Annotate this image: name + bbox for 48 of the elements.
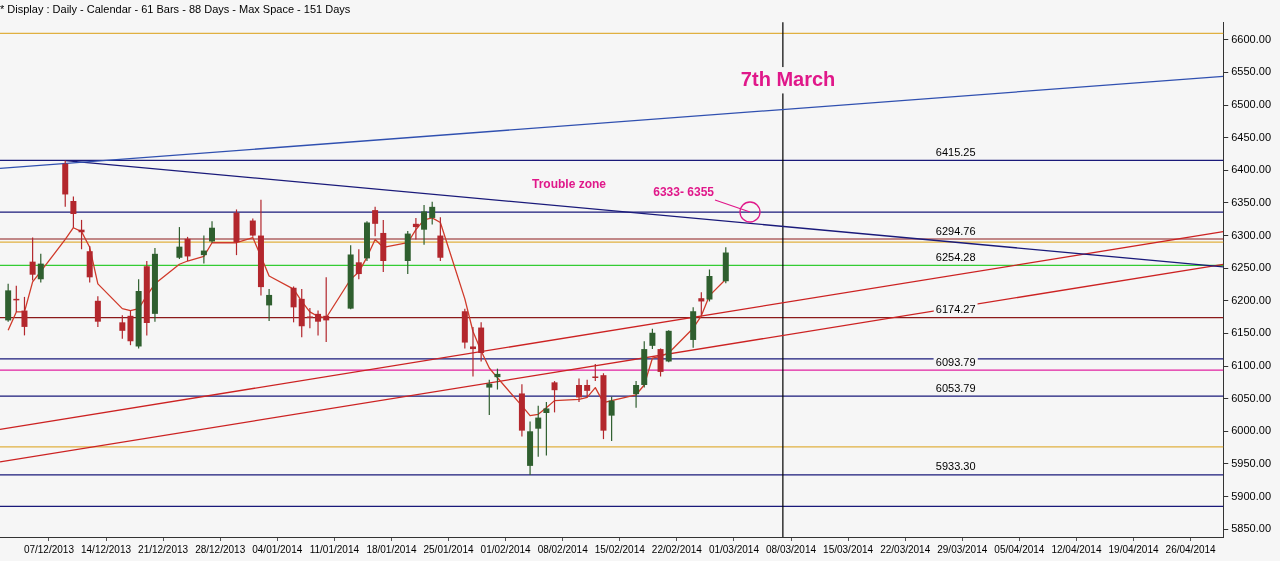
x-tick-label: 15/03/2014	[823, 543, 874, 555]
x-tick-label: 11/01/2014	[309, 543, 360, 555]
y-tick-label: 5850.00	[1231, 522, 1271, 535]
x-tick-label: 12/04/2014	[1051, 543, 1102, 555]
y-tick-label: 6600.00	[1231, 32, 1271, 45]
y-tick-label: 5950.00	[1231, 456, 1271, 469]
x-tick-label: 08/02/2014	[537, 543, 589, 555]
x-tick-label: 01/02/2014	[480, 543, 532, 555]
x-tick-label: 14/12/2013	[80, 543, 132, 555]
ref-line-label: 6294.76	[935, 224, 976, 237]
ref-line-label: 6254.28	[935, 250, 976, 263]
ref-line-label: 7th March	[740, 67, 836, 90]
x-tick-label: 22/03/2014	[880, 543, 931, 555]
x-tick-label: 26/04/2014	[1165, 543, 1217, 555]
ref-line-label: 6174.27	[935, 303, 976, 316]
y-tick-label: 6550.00	[1231, 65, 1271, 78]
x-tick-label: 22/02/2014	[651, 543, 703, 555]
x-tick-label: 01/03/2014	[708, 543, 760, 555]
y-tick-label: 6400.00	[1231, 163, 1271, 176]
x-tick-label: 05/04/2014	[994, 543, 1045, 555]
x-tick-label: 21/12/2013	[138, 543, 189, 555]
x-tick-label: 07/12/2013	[23, 543, 75, 555]
annotation: Trouble zone	[532, 177, 607, 192]
y-tick-label: 6000.00	[1231, 424, 1271, 437]
x-tick-label: 18/01/2014	[366, 543, 417, 555]
y-tick-label: 6150.00	[1231, 326, 1271, 339]
ref-line-label: 6415.25	[935, 145, 976, 158]
y-tick-label: 5900.00	[1231, 489, 1271, 502]
y-tick-label: 6500.00	[1231, 98, 1271, 111]
ref-line-label: 6093.79	[935, 355, 976, 368]
x-tick-label: 08/03/2014	[766, 543, 817, 555]
ref-line-label: 5933.30	[935, 460, 976, 473]
ref-line-label: 6053.79	[935, 381, 976, 394]
y-tick-label: 6300.00	[1231, 228, 1271, 241]
y-tick-label: 6050.00	[1231, 391, 1271, 404]
y-tick-label: 6450.00	[1231, 130, 1271, 143]
x-tick-label: 15/02/2014	[594, 543, 646, 555]
y-tick-label: 6350.00	[1231, 195, 1271, 208]
y-tick-label: 6200.00	[1231, 293, 1271, 306]
x-tick-label: 25/01/2014	[423, 543, 474, 555]
annotation: 6333- 6355	[653, 185, 715, 200]
y-tick-label: 6250.00	[1231, 261, 1271, 274]
x-tick-label: 04/01/2014	[252, 543, 303, 555]
x-tick-label: 28/12/2013	[195, 543, 246, 555]
x-tick-label: 19/04/2014	[1108, 543, 1159, 555]
x-tick-label: 29/03/2014	[937, 543, 988, 555]
y-tick-label: 6100.00	[1231, 359, 1271, 372]
chart-title: * Display : Daily - Calendar - 61 Bars - 88 Days - Max Space - 151 Days	[0, 2, 351, 15]
